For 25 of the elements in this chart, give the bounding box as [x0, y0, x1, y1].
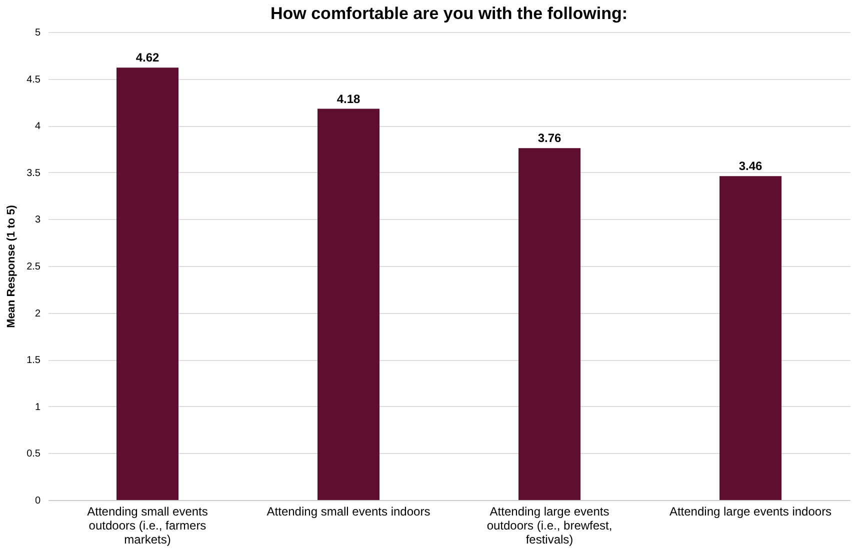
y-axis-title: Mean Response (1 to 5) [6, 204, 18, 328]
data-label: 3.46 [738, 159, 763, 174]
y-tick-label: 4.5 [26, 74, 41, 86]
bar [116, 68, 178, 500]
data-label: 4.18 [336, 92, 360, 106]
y-tick-label: 0 [34, 496, 41, 506]
y-tick-label: 2.5 [26, 262, 41, 272]
y-tick-label: 1.5 [26, 355, 41, 366]
x-tick-label: Attending small events indoors [266, 504, 430, 518]
y-tick-label: 0.5 [26, 448, 41, 460]
chart-title: How comfortable are you with the following: [270, 4, 628, 23]
y-tick-label: 3 [34, 214, 41, 226]
y-tick-label: 2 [34, 308, 41, 320]
y-tick-label: 1 [34, 402, 41, 413]
bar [720, 176, 782, 500]
bar [518, 148, 580, 500]
data-label: 3.76 [538, 131, 562, 146]
x-tick-label: Attending large events indoors [669, 504, 832, 518]
bar [318, 108, 380, 500]
x-tick-label: Attending large events outdoors (i.e., brewfest, festivals) [486, 504, 612, 546]
y-tick-label: 4 [34, 121, 41, 132]
x-tick-label: Attending small events outdoors (i.e., farmers markets) [87, 504, 208, 546]
y-tick-label: 3.5 [26, 168, 41, 179]
y-tick-label: 5 [34, 28, 41, 38]
data-label: 4.62 [136, 50, 160, 65]
